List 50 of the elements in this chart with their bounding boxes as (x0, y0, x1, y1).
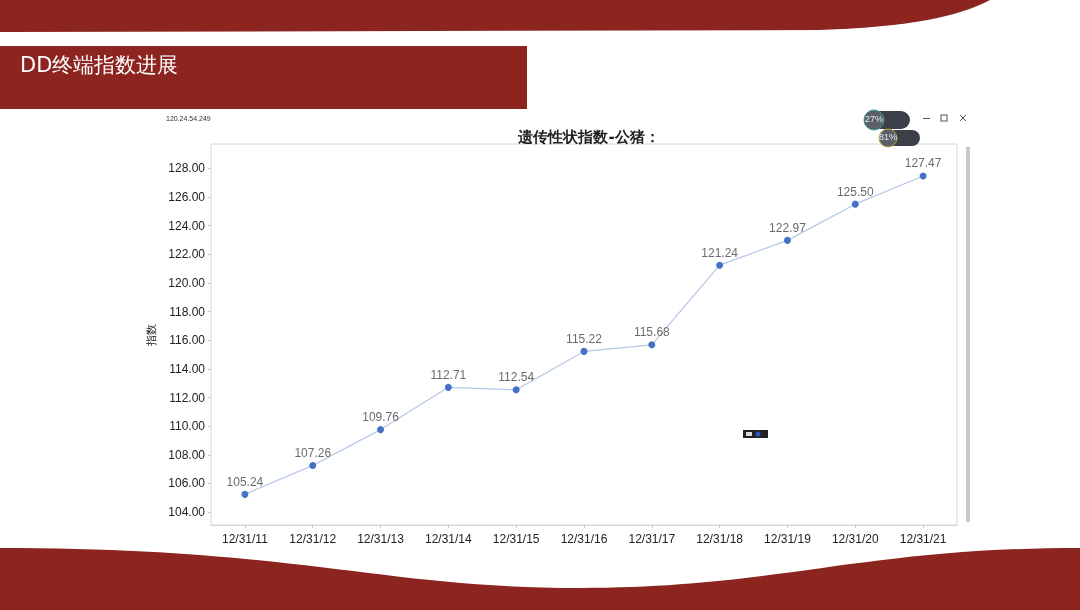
x-tick-label: 12/31/18 (696, 532, 744, 546)
y-axis-title: 指数 (145, 323, 159, 347)
data-label: 125.50 (836, 184, 874, 199)
x-tick-label: 12/31/16 (560, 532, 608, 546)
x-tick-label: 12/31/21 (899, 532, 947, 546)
point (716, 261, 724, 269)
point (309, 461, 317, 469)
y-tick-label: 116.00 (169, 333, 206, 348)
x-tick-label: 12/31/19 (764, 532, 812, 546)
data-label: 115.22 (566, 331, 603, 346)
text: 81% (878, 132, 898, 143)
chart-title: DD终端指数进展 (20, 52, 179, 79)
x-tick-label: 12/31/15 (492, 532, 540, 546)
point (580, 347, 588, 355)
data-label: 112.71 (430, 367, 467, 382)
y-tick-label: 112.00 (169, 390, 206, 405)
point (444, 383, 452, 391)
point (377, 426, 385, 434)
y-tick-label: 126.00 (168, 190, 206, 204)
point (851, 200, 859, 208)
data-label: 115.68 (633, 325, 671, 340)
point (783, 236, 791, 244)
x-tick-label: 12/31/20 (831, 532, 879, 546)
x-tick-label: 12/31/13 (357, 532, 405, 546)
x-tick-label: 12/31/17 (628, 532, 676, 546)
point (648, 341, 656, 349)
data-label: 127.47 (904, 156, 942, 171)
text: 27% (864, 114, 884, 125)
y-tick-label: 106.00 (168, 476, 206, 491)
data-label: 109.76 (362, 410, 400, 425)
data-label: 122.97 (769, 220, 807, 235)
data-label: 107.26 (294, 445, 332, 460)
data-label: 121.24 (701, 245, 739, 260)
y-tick-label: 120.00 (168, 275, 206, 290)
x-tick-label: 12/31/14 (425, 532, 473, 546)
y-tick-label: 110.00 (169, 419, 206, 434)
y-tick-label: 118.00 (169, 304, 206, 319)
x-tick-label: 12/31/11 (222, 532, 269, 546)
y-tick-label: 128.00 (168, 161, 206, 176)
chart-subtitle: 遗传性状指数-公猪： (517, 127, 660, 146)
y-tick-label: 122.00 (168, 247, 206, 262)
data-label: 112.54 (498, 370, 535, 385)
point (241, 490, 249, 498)
y-tick-label: 104.00 (168, 505, 206, 520)
data-label: 105.24 (226, 474, 264, 489)
y-tick-label: 114.00 (169, 361, 206, 376)
point (512, 386, 520, 394)
x-tick-label: 12/31/12 (289, 532, 337, 546)
y-tick-label: 124.00 (168, 218, 206, 233)
y-tick-label: 108.00 (168, 447, 206, 462)
